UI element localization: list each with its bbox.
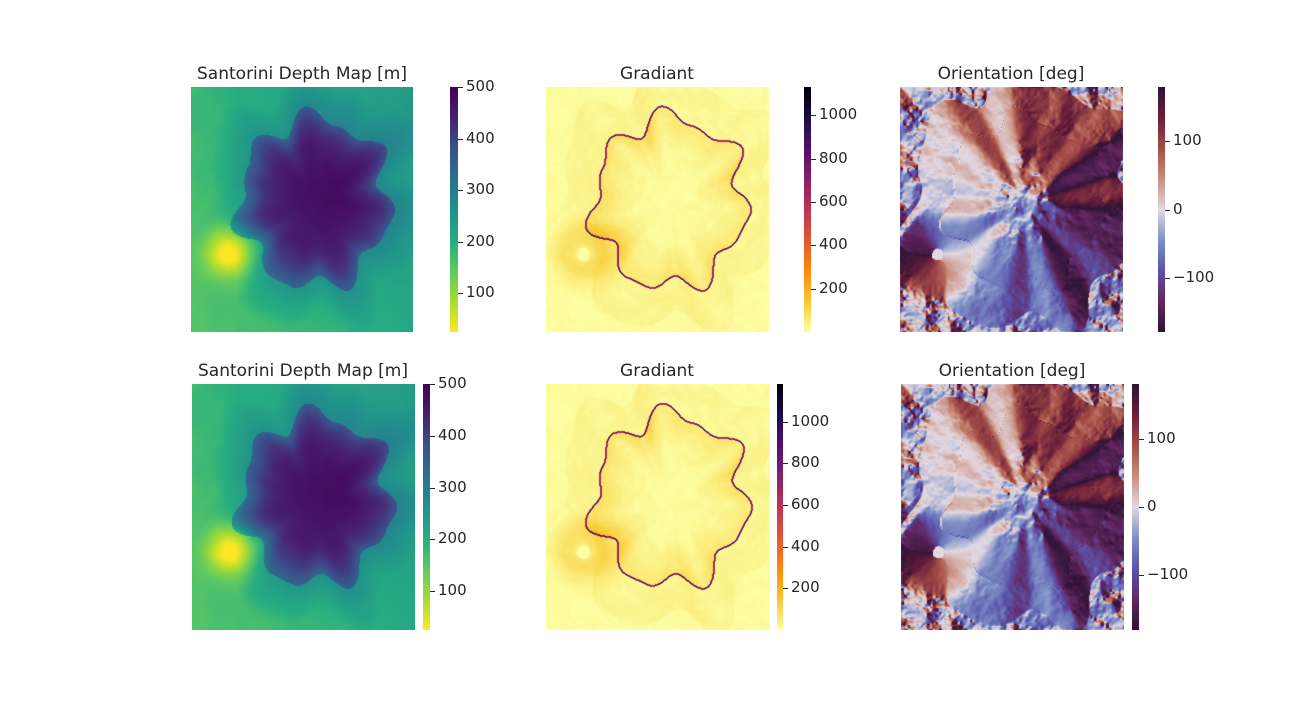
colorbar-tick-mark [430, 539, 435, 541]
colorbar-tick-label: 200 [791, 578, 820, 597]
colorbar-tick-mark [783, 546, 788, 548]
gradient-heatmap-1 [546, 87, 769, 332]
orientation-heatmap-2 [901, 384, 1124, 630]
colorbar-tick-mark [1139, 575, 1144, 577]
colorbar-tick-mark [430, 384, 435, 385]
colorbar-tick-label: 400 [791, 536, 820, 555]
gradient-colorbar-1 [804, 87, 811, 332]
colorbar-tick-label: 1000 [791, 411, 830, 430]
gradient-heatmap-2 [546, 384, 770, 630]
colorbar-tick-label: 600 [791, 494, 820, 513]
colorbar-tick-mark [458, 87, 463, 88]
colorbar-tick-mark [811, 115, 816, 117]
colorbar-tick-mark [1139, 438, 1144, 440]
colorbar-tick-label: −100 [1173, 267, 1215, 286]
colorbar-tick-mark [811, 201, 816, 203]
colorbar-tick-mark [1139, 507, 1144, 508]
colorbar-tick-mark [811, 288, 816, 290]
colorbar-tick-mark [430, 435, 435, 437]
colorbar-tick-mark [1165, 141, 1170, 143]
colorbar-tick-label: 1000 [819, 105, 858, 124]
panel-title-orientation-1: Orientation [deg] [937, 64, 1085, 84]
colorbar-tick-mark [430, 591, 435, 593]
colorbar-tick-label: 200 [466, 231, 495, 250]
panel-title-gradient-1: Gradiant [620, 64, 694, 84]
colorbar-tick-label: 200 [819, 278, 848, 297]
panel-title-gradient-2: Gradiant [620, 361, 694, 381]
colorbar-tick-mark [458, 138, 463, 140]
panel-title-depth-2: Santorini Depth Map [m] [198, 361, 408, 381]
colorbar-tick-mark [783, 421, 788, 423]
colorbar-tick-label: 200 [438, 529, 467, 548]
colorbar-tick-label: 0 [1173, 199, 1183, 218]
colorbar-tick-mark [430, 487, 435, 489]
colorbar-tick-label: 400 [819, 235, 848, 254]
depth-colorbar-2 [423, 384, 430, 630]
colorbar-tick-label: 100 [1173, 131, 1202, 150]
colorbar-tick-mark [783, 504, 788, 506]
colorbar-tick-label: 400 [466, 128, 495, 147]
colorbar-tick-label: 300 [466, 180, 495, 199]
colorbar-tick-label: 800 [791, 453, 820, 472]
colorbar-tick-label: 100 [1147, 428, 1176, 447]
colorbar-tick-label: 0 [1147, 497, 1157, 515]
colorbar-tick-mark [458, 190, 463, 192]
colorbar-tick-label: −100 [1147, 565, 1189, 584]
orientation-colorbar-1 [1158, 87, 1165, 332]
colorbar-tick-mark [458, 293, 463, 295]
colorbar-tick-mark [458, 241, 463, 243]
colorbar-tick-label: 800 [819, 148, 848, 167]
colorbar-tick-label: 100 [438, 581, 467, 600]
colorbar-tick-mark [783, 588, 788, 590]
colorbar-tick-label: 300 [438, 477, 467, 496]
colorbar-tick-mark [1165, 277, 1170, 279]
colorbar-tick-label: 500 [438, 374, 467, 392]
depth-map-heatmap-2 [192, 384, 415, 630]
orientation-colorbar-2 [1132, 384, 1139, 630]
colorbar-tick-mark [783, 463, 788, 465]
colorbar-tick-mark [1165, 209, 1170, 211]
colorbar-tick-label: 600 [819, 191, 848, 210]
colorbar-tick-label: 100 [466, 283, 495, 302]
colorbar-tick-mark [811, 245, 816, 247]
depth-colorbar-1 [450, 87, 458, 332]
orientation-heatmap-1 [900, 87, 1123, 332]
depth-map-heatmap-1 [191, 87, 413, 332]
colorbar-tick-mark [811, 158, 816, 160]
colorbar-tick-label: 400 [438, 425, 467, 444]
gradient-colorbar-2 [777, 384, 783, 630]
panel-title-depth-1: Santorini Depth Map [m] [197, 64, 407, 84]
colorbar-tick-label: 500 [466, 77, 495, 95]
panel-title-orientation-2: Orientation [deg] [938, 361, 1086, 381]
